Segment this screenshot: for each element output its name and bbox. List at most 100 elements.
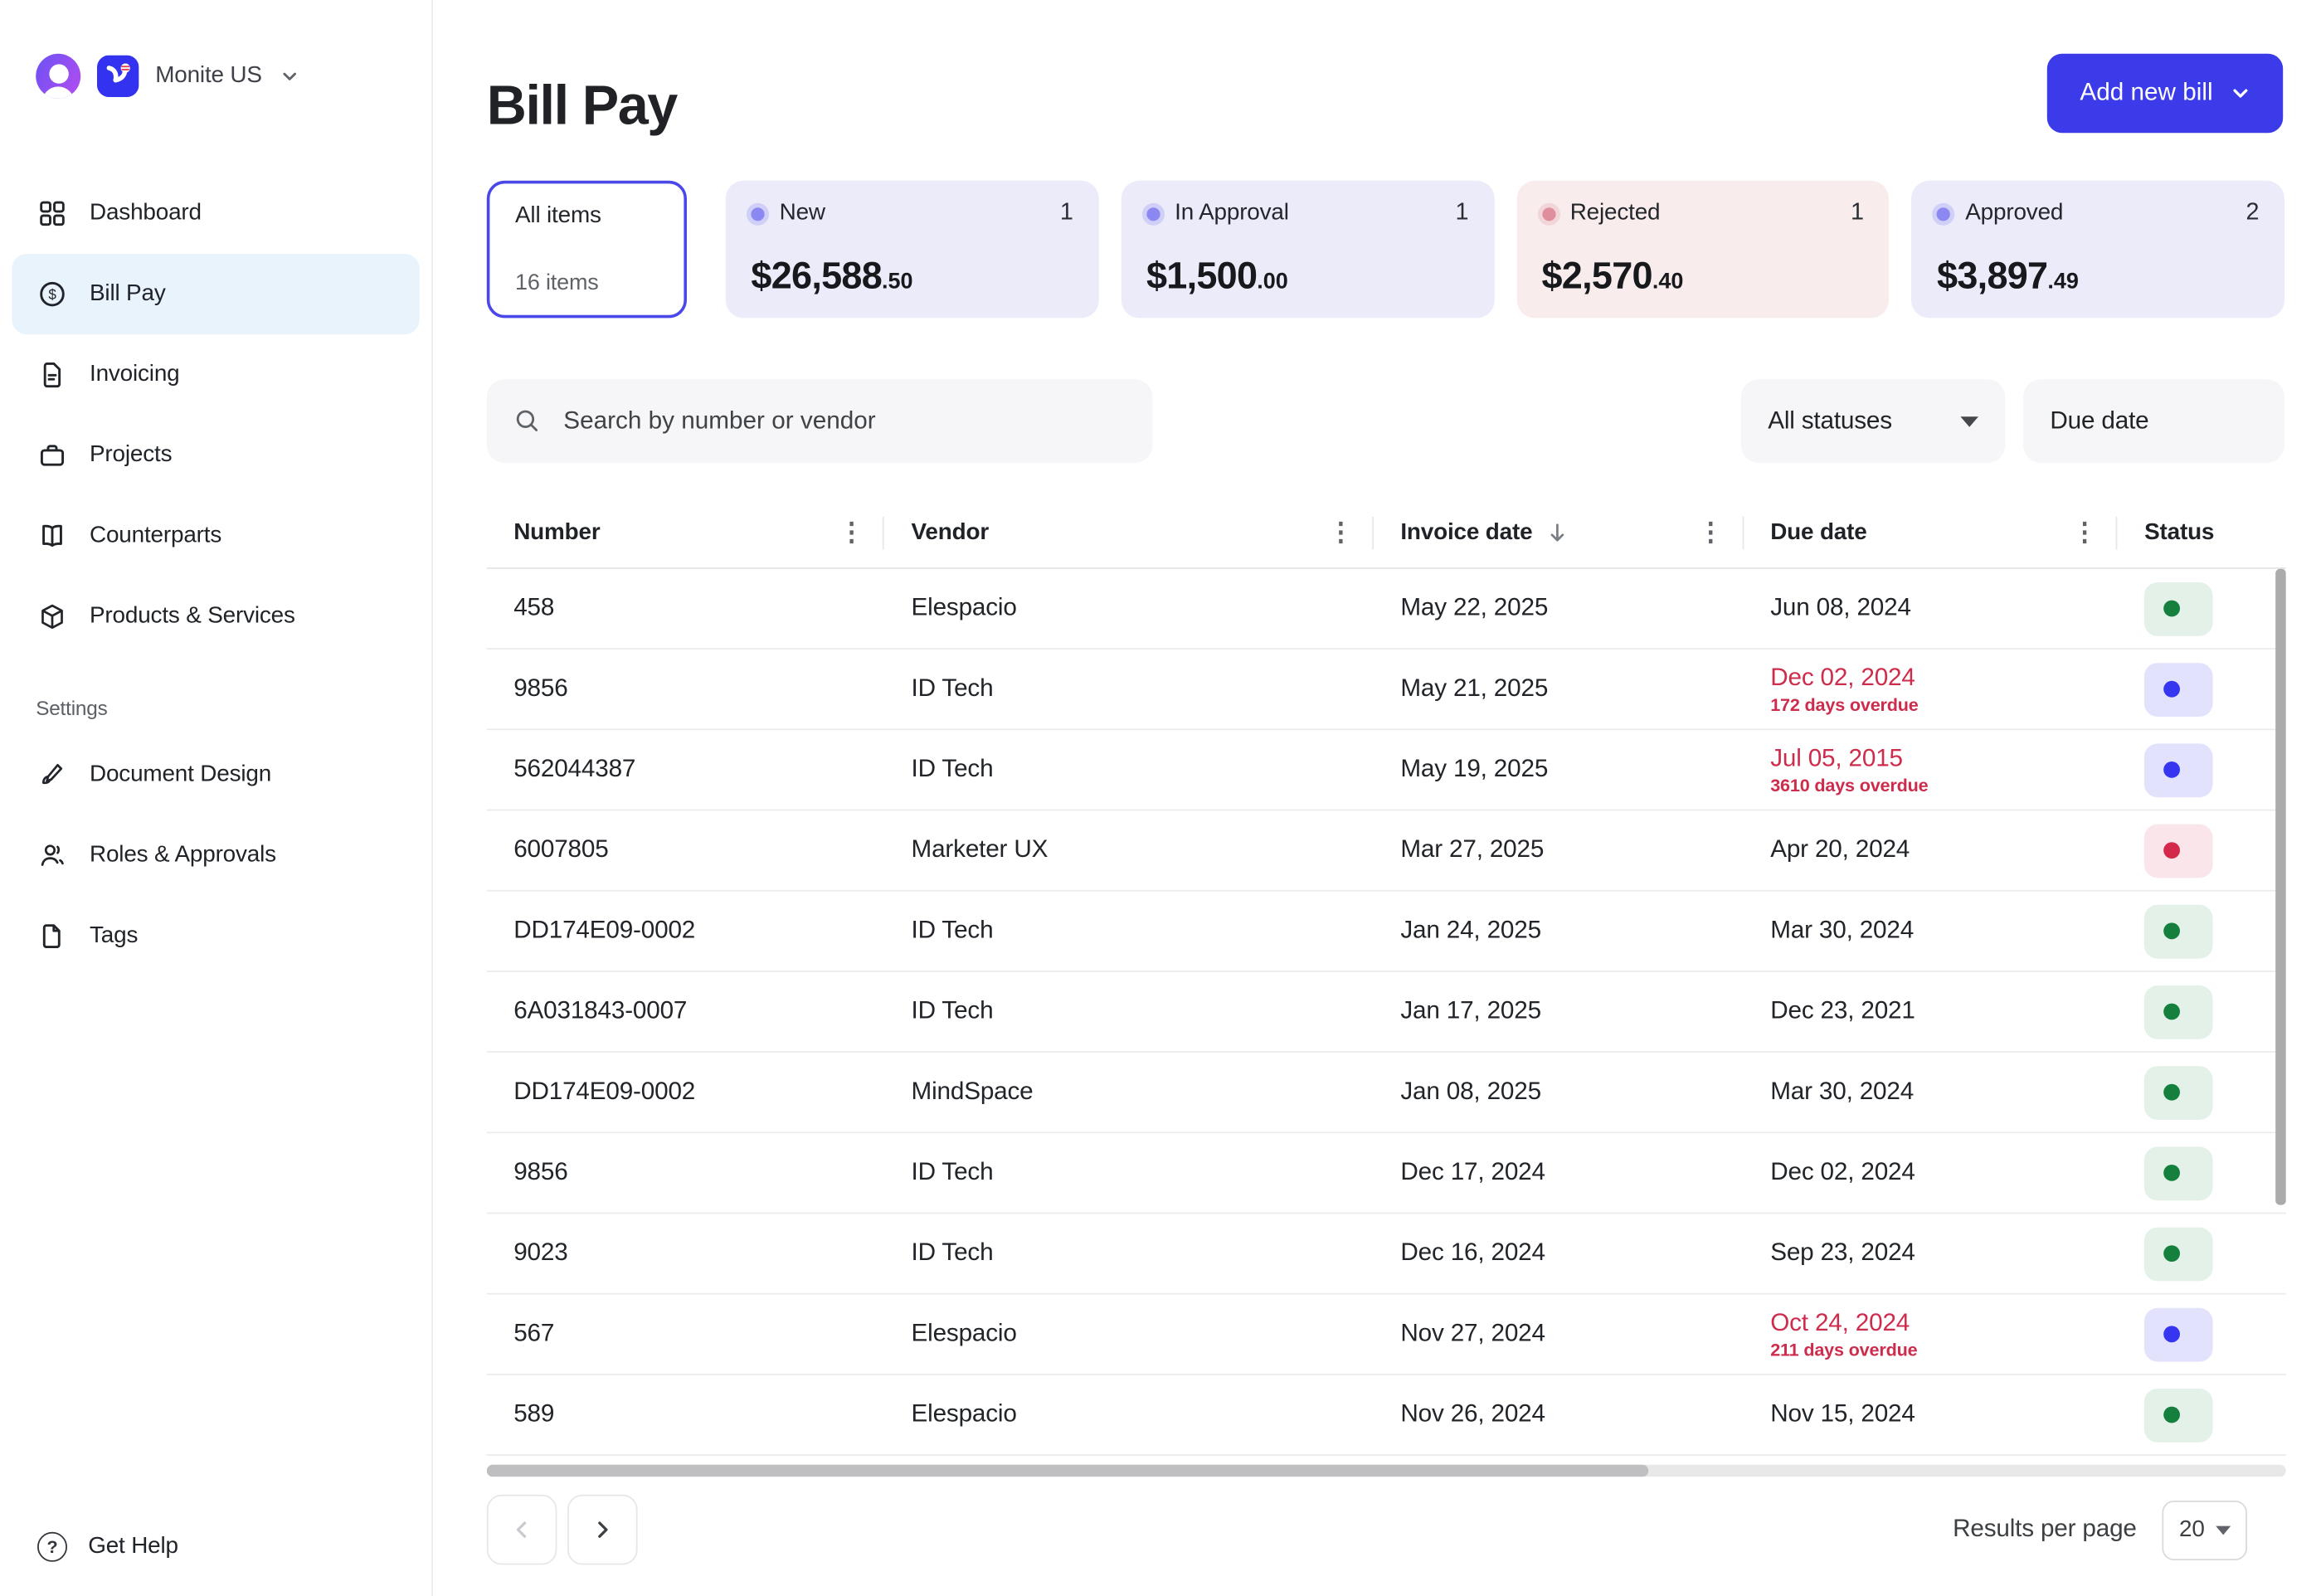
- cell-status: [2118, 1065, 2286, 1120]
- workspace-switcher[interactable]: Monite US: [0, 0, 431, 99]
- status-chip: [2144, 1388, 2213, 1442]
- search-box[interactable]: [486, 379, 1153, 463]
- table-row[interactable]: 9856 ID Tech Dec 17, 2024 Dec 02, 2024: [486, 1133, 2286, 1214]
- status-summary-card[interactable]: In Approval 1 $1,500.00: [1121, 180, 1494, 319]
- counterparts-icon: [37, 521, 67, 551]
- sidebar-item-tags[interactable]: Tags: [12, 896, 419, 976]
- sort-desc-icon[interactable]: [1546, 520, 1570, 544]
- cell-due-date: Dec 23, 2021: [1770, 997, 1915, 1024]
- table-row[interactable]: 9023 ID Tech Dec 16, 2024 Sep 23, 2024: [486, 1214, 2286, 1295]
- cell-due-date: Jul 05, 2015 3610 days overdue: [1744, 744, 2118, 795]
- overdue-note: 172 days overdue: [1770, 693, 1919, 715]
- results-per-page-label: Results per page: [1953, 1516, 2137, 1543]
- due-date-filter-label: Due date: [2050, 406, 2149, 434]
- column-header-due-date[interactable]: Due date: [1744, 497, 2118, 567]
- sidebar-item-dashboard[interactable]: Dashboard: [12, 173, 419, 254]
- status-card-top: Approved 2: [1937, 200, 2260, 226]
- table-row[interactable]: DD174E09-0002 ID Tech Jan 24, 2025 Mar 3…: [486, 892, 2286, 972]
- cell-status: [2118, 903, 2286, 958]
- add-new-bill-button[interactable]: Add new bill: [2046, 53, 2284, 134]
- cell-number: 589: [513, 1400, 555, 1428]
- chevron-down-icon: [281, 67, 299, 85]
- sidebar: Monite US Dashboard $ Bill Pay: [0, 0, 433, 1596]
- table-row[interactable]: 9856 ID Tech May 21, 2025 Dec 02, 2024 1…: [486, 650, 2286, 731]
- cell-due-date: Apr 20, 2024: [1770, 836, 1910, 864]
- column-menu-icon[interactable]: [1327, 518, 1354, 547]
- cell-vendor: Elespacio: [911, 594, 1017, 621]
- status-card-count: 2: [2245, 200, 2260, 226]
- column-menu-icon[interactable]: [838, 518, 864, 547]
- table-row[interactable]: 458 Elespacio May 22, 2025 Jun 08, 2024: [486, 569, 2286, 650]
- filter-row: All statuses Due date: [486, 379, 2284, 463]
- sidebar-item-counterparts[interactable]: Counterparts: [12, 496, 419, 577]
- search-input[interactable]: [563, 406, 1126, 435]
- cell-invoice-date: Dec 16, 2024: [1400, 1239, 1545, 1267]
- status-dot-icon: [2163, 922, 2181, 940]
- dashboard-icon: [37, 198, 67, 228]
- status-summary-card[interactable]: New 1 $26,588.50: [725, 180, 1099, 319]
- status-card-top: In Approval 1: [1146, 200, 1468, 226]
- cell-vendor: ID Tech: [911, 1239, 994, 1267]
- cell-invoice-date: Nov 27, 2024: [1400, 1320, 1545, 1347]
- horizontal-scrollbar-track[interactable]: [486, 1464, 2286, 1477]
- table-row[interactable]: 6A031843-0007 ID Tech Jan 17, 2025 Dec 2…: [486, 972, 2286, 1053]
- sidebar-item-label: Tags: [90, 922, 139, 948]
- cell-status: [2118, 662, 2286, 717]
- cell-due-date: Dec 02, 2024: [1770, 1158, 1915, 1186]
- results-per-page-value: 20: [2179, 1516, 2205, 1542]
- status-dot-icon: [2163, 1406, 2181, 1423]
- table-row[interactable]: 562044387 ID Tech May 19, 2025 Jul 05, 2…: [486, 730, 2286, 811]
- table-row[interactable]: 6007805 Marketer UX Mar 27, 2025 Apr 20,…: [486, 810, 2286, 892]
- status-summary-card[interactable]: Approved 2 $3,897.49: [1911, 180, 2284, 319]
- cell-vendor: ID Tech: [911, 917, 994, 944]
- sidebar-item-products-services[interactable]: Products & Services: [12, 577, 419, 657]
- column-label: Due date: [1770, 518, 1867, 545]
- prev-page-button[interactable]: [486, 1494, 557, 1565]
- vertical-scrollbar[interactable]: [2275, 568, 2286, 1205]
- cell-vendor: ID Tech: [911, 997, 994, 1024]
- column-menu-icon[interactable]: [2071, 518, 2098, 547]
- get-help-label: Get Help: [88, 1533, 178, 1560]
- table-row[interactable]: 589 Elespacio Nov 26, 2024 Nov 15, 2024: [486, 1375, 2286, 1456]
- cell-invoice-date: Jan 24, 2025: [1400, 917, 1541, 944]
- results-per-page-select[interactable]: 20: [2162, 1500, 2247, 1560]
- cell-due-date: Nov 15, 2024: [1770, 1400, 1915, 1428]
- column-menu-icon[interactable]: [1697, 518, 1724, 547]
- cell-invoice-date: Jan 17, 2025: [1400, 997, 1541, 1024]
- sidebar-item-roles-approvals[interactable]: Roles & Approvals: [12, 815, 419, 896]
- column-header-vendor[interactable]: Vendor: [884, 497, 1374, 567]
- settings-nav: Document Design Roles & Approvals Tags: [0, 735, 431, 977]
- column-divider: [1372, 515, 1374, 549]
- table-row[interactable]: DD174E09-0002 MindSpace Jan 08, 2025 Mar…: [486, 1053, 2286, 1134]
- sidebar-item-label: Roles & Approvals: [90, 842, 276, 868]
- status-filter-dropdown[interactable]: All statuses: [1740, 379, 2006, 463]
- status-chip: [2144, 1065, 2213, 1120]
- sidebar-item-label: Invoicing: [90, 361, 180, 387]
- next-page-button[interactable]: [567, 1494, 638, 1565]
- status-card-top: Rejected 1: [1541, 200, 1864, 226]
- column-header-number[interactable]: Number: [487, 497, 885, 567]
- main-content: Bill Pay Add new bill All items 16 items…: [433, 0, 2316, 1596]
- sidebar-item-document-design[interactable]: Document Design: [12, 735, 419, 815]
- sidebar-item-label: Products & Services: [90, 603, 295, 629]
- status-filter-value: All statuses: [1768, 406, 1892, 434]
- status-card-top: New 1: [751, 200, 1073, 226]
- due-date-filter[interactable]: Due date: [2023, 379, 2284, 463]
- get-help-button[interactable]: ? Get Help: [24, 1512, 192, 1581]
- user-avatar[interactable]: [36, 53, 81, 99]
- status-summary-card[interactable]: Rejected 1 $2,570.40: [1516, 180, 1890, 319]
- sidebar-item-label: Document Design: [90, 762, 272, 787]
- products-icon: [37, 601, 67, 631]
- column-header-status[interactable]: Status: [2118, 497, 2286, 567]
- sidebar-item-projects[interactable]: Projects: [12, 415, 419, 495]
- sidebar-item-invoicing[interactable]: Invoicing: [12, 334, 419, 415]
- cell-number: 458: [513, 594, 555, 621]
- bills-table: Number Vendor Invoice date: [486, 497, 2286, 1477]
- table-row[interactable]: 567 Elespacio Nov 27, 2024 Oct 24, 2024 …: [486, 1295, 2286, 1375]
- status-dot-icon: [2163, 1083, 2181, 1101]
- all-items-card[interactable]: All items 16 items: [486, 180, 687, 319]
- sidebar-item-bill-pay[interactable]: $ Bill Pay: [12, 254, 420, 335]
- horizontal-scrollbar-thumb[interactable]: [486, 1464, 1649, 1477]
- cell-number: 9856: [513, 1158, 568, 1186]
- column-header-invoice-date[interactable]: Invoice date: [1374, 497, 1744, 567]
